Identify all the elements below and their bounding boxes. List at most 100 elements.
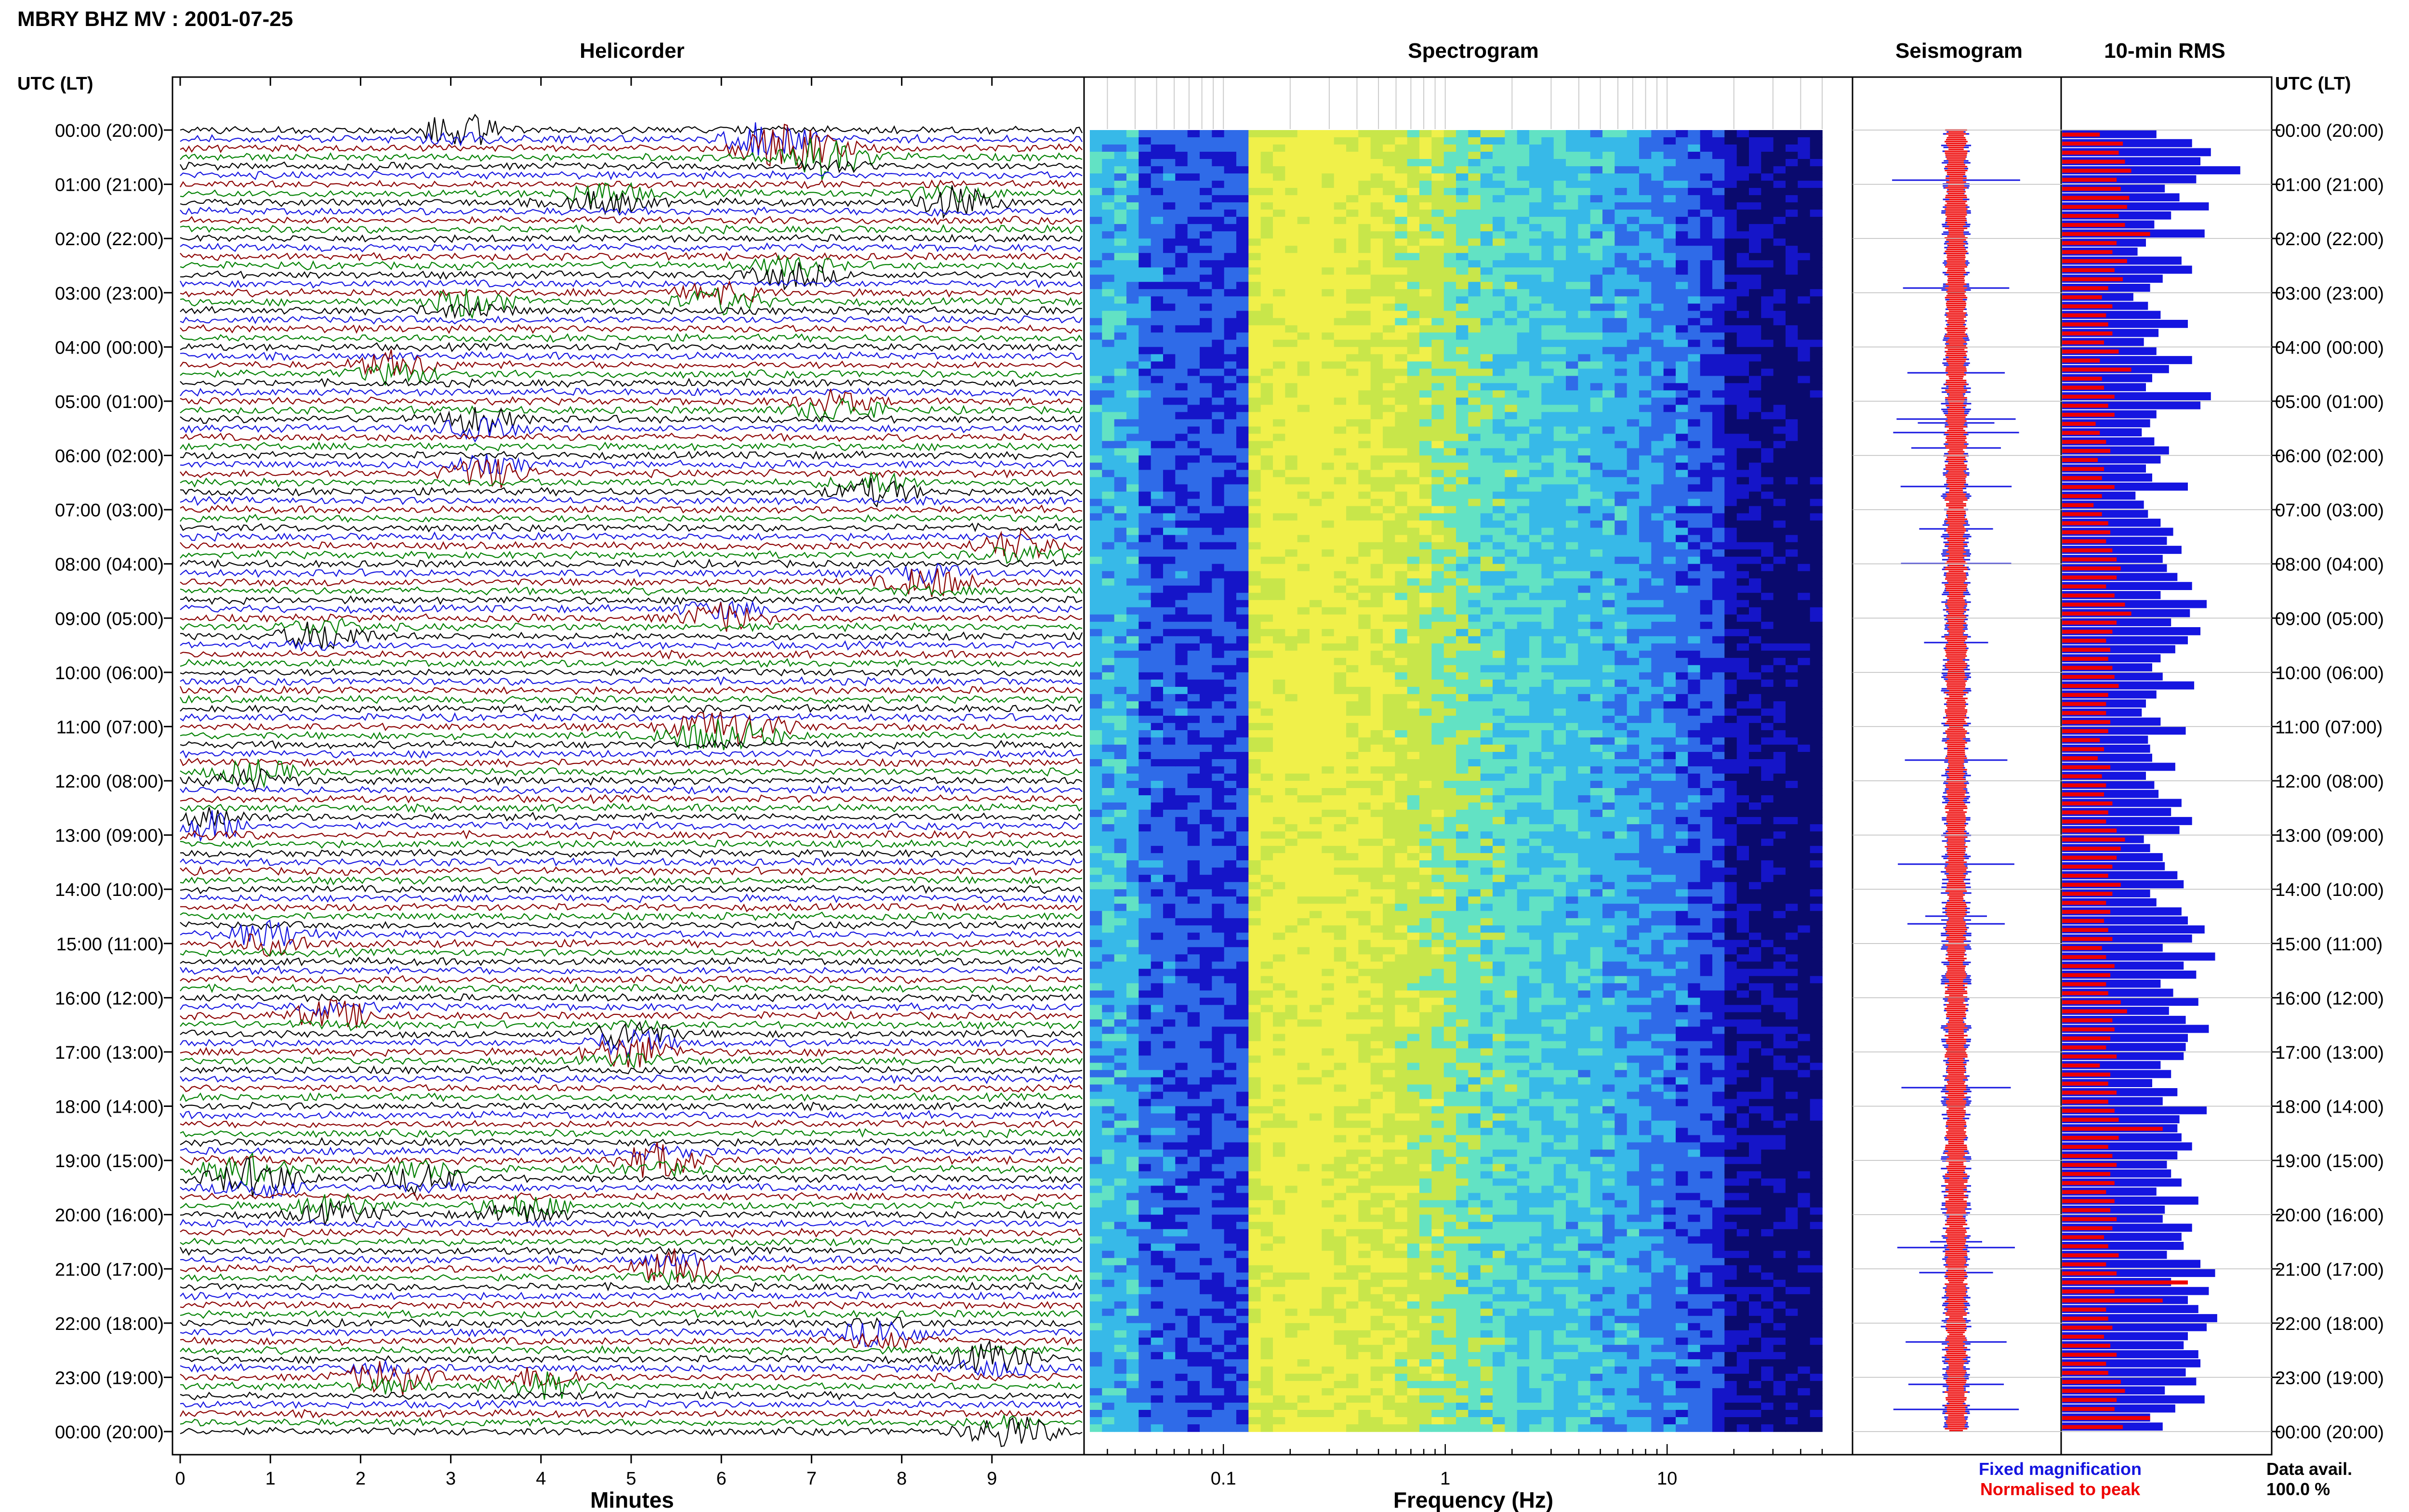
spectrogram-cell (1358, 491, 1371, 500)
spectrogram-cell (1370, 983, 1383, 991)
spectrogram-cell (1285, 817, 1298, 825)
helicorder-trace (180, 584, 1083, 597)
spectrogram-cell (1334, 853, 1347, 861)
spectrogram-cell (1334, 918, 1347, 926)
spectrogram-cell (1102, 282, 1115, 289)
spectrogram-cell (1395, 788, 1408, 796)
spectrogram-cell (1200, 1026, 1213, 1035)
spectrogram-cell (1383, 1207, 1396, 1215)
spectrogram-cell (1358, 253, 1371, 261)
spectrogram-cell (1102, 506, 1115, 514)
spectrogram-cell (1187, 940, 1200, 947)
spectrogram-cell (1407, 715, 1420, 723)
spectrogram-cell (1224, 708, 1237, 716)
spectrogram-cell (1175, 188, 1188, 196)
spectrogram-cell (1395, 506, 1408, 514)
spectrogram-cell (1285, 730, 1298, 738)
spectrogram-cell (1236, 701, 1249, 709)
spectrogram-cell (1407, 1157, 1420, 1165)
spectrogram-cell (1138, 1113, 1152, 1121)
spectrogram-cell (1248, 303, 1261, 312)
spectrogram-cell (1114, 188, 1127, 196)
spectrogram-cell (1138, 405, 1152, 413)
spectrogram-cell (1187, 701, 1200, 709)
spectrogram-cell (1200, 166, 1213, 174)
spectrogram-cell (1273, 549, 1286, 557)
spectrogram-cell (1126, 520, 1139, 528)
spectrogram-cell (1212, 1352, 1225, 1360)
spectrogram-cell (1102, 1417, 1115, 1425)
spectrogram-cell (1200, 1178, 1213, 1186)
spectrogram-cell (1090, 1063, 1103, 1071)
helicorder-trace (180, 1291, 1082, 1301)
spectrogram-cell (1200, 1149, 1213, 1157)
spectrogram-cell (1370, 1279, 1383, 1288)
spectrogram-cell (1175, 686, 1188, 695)
spectrogram-cell (1273, 383, 1286, 391)
spectrogram-cell (1224, 947, 1237, 955)
spectrogram-cell (1334, 875, 1347, 882)
spectrogram-cell (1114, 477, 1127, 485)
spectrogram-cell (1370, 1381, 1383, 1389)
spectrogram-cell (1346, 470, 1359, 478)
spectrogram-cell (1236, 1091, 1249, 1100)
spectrogram-cell (1334, 1395, 1347, 1403)
spectrogram-cell (1175, 130, 1188, 138)
spectrogram-cell (1260, 650, 1273, 658)
spectrogram-cell (1236, 1294, 1249, 1302)
spectrogram-cell (1383, 1424, 1396, 1432)
spectrogram-cell (1138, 839, 1152, 846)
spectrogram-cell (1358, 564, 1371, 572)
spectrogram-cell (1187, 614, 1200, 622)
spectrogram-cell (1114, 202, 1127, 210)
spectrogram-cell (1260, 397, 1273, 406)
spectrogram-cell (1224, 592, 1237, 601)
spectrogram-cell (1175, 318, 1188, 326)
spectrogram-cell (1273, 657, 1286, 666)
spectrogram-cell (1163, 802, 1176, 810)
spectrogram-cell (1248, 1359, 1261, 1367)
spectrogram-cell (1273, 1034, 1286, 1042)
spectrogram-cell (1310, 629, 1323, 637)
spectrogram-cell (1212, 766, 1225, 774)
spectrogram-cell (1212, 491, 1225, 500)
spectrogram-cell (1273, 621, 1286, 630)
spectrogram-cell (1236, 210, 1249, 217)
spectrogram-cell (1151, 188, 1164, 196)
spectrogram-cell (1297, 426, 1310, 434)
spectrogram-cell (1212, 868, 1225, 875)
helicorder-trace (180, 254, 1083, 279)
spectrogram-cell (1260, 405, 1273, 413)
helicorder-trace (180, 1142, 1083, 1178)
spectrogram-cell (1138, 137, 1152, 145)
spectrogram-cell (1090, 564, 1103, 572)
spectrogram-cell (1322, 145, 1335, 152)
spectrogram-cell (1260, 657, 1273, 666)
spectrogram-cell (1322, 846, 1335, 854)
spectrogram-cell (1322, 130, 1335, 138)
spectrogram-cell (1248, 520, 1261, 528)
spectrogram-cell (1151, 1120, 1164, 1129)
spectrogram-cell (1297, 296, 1310, 304)
spectrogram-cell (1334, 1055, 1347, 1064)
spectrogram-cell (1114, 954, 1127, 962)
spectrogram-cell (1370, 210, 1383, 217)
spectrogram-cell (1407, 542, 1420, 550)
spectrogram-cell (1260, 933, 1273, 940)
spectrogram-cell (1163, 1055, 1176, 1064)
spectrogram-cell (1090, 868, 1103, 875)
spectrogram-cell (1200, 188, 1213, 196)
spectrogram-cell (1151, 737, 1164, 745)
spectrogram-cell (1200, 253, 1213, 261)
spectrogram-cell (1163, 506, 1176, 514)
spectrogram-cell (1273, 860, 1286, 868)
spectrogram-cell (1297, 882, 1310, 890)
spectrogram-cell (1407, 520, 1420, 528)
spectrogram-cell (1163, 961, 1176, 970)
spectrogram-cell (1334, 1359, 1347, 1367)
spectrogram-cell (1138, 983, 1152, 991)
spectrogram-cell (1285, 441, 1298, 449)
spectrogram-cell (1273, 1120, 1286, 1129)
spectrogram-cell (1163, 875, 1176, 882)
helicorder-trace (180, 1408, 1083, 1419)
